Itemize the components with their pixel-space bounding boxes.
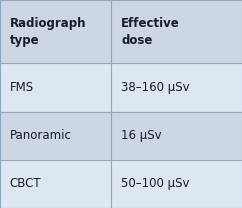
Text: Panoramic: Panoramic [10, 129, 72, 142]
Text: 16 μSv: 16 μSv [121, 129, 162, 142]
Bar [0, 0, 242, 63]
Bar [0, 112, 242, 160]
Text: Effective
dose: Effective dose [121, 17, 180, 47]
Bar [0, 160, 242, 208]
Text: 50–100 μSv: 50–100 μSv [121, 177, 189, 190]
Bar [0, 63, 242, 112]
Text: Radiograph
type: Radiograph type [10, 17, 86, 47]
Text: 38–160 μSv: 38–160 μSv [121, 81, 190, 94]
Text: CBCT: CBCT [10, 177, 41, 190]
Text: FMS: FMS [10, 81, 34, 94]
